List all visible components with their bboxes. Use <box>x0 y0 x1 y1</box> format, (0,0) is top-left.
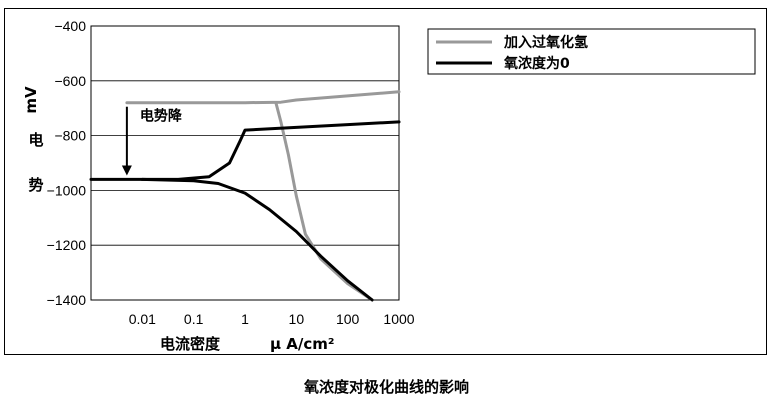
grid-lines <box>91 25 399 301</box>
figure-frame <box>4 8 767 355</box>
potential-drop-annotation: 电势降 <box>121 106 183 176</box>
y-tick-label: −1400 <box>47 292 87 308</box>
y-tick-label: −600 <box>54 73 86 89</box>
y-tick-label: −1000 <box>47 182 87 198</box>
x-tick-label: 100 <box>336 311 360 327</box>
arrow-head-icon <box>121 165 132 176</box>
series-0-branch-1-line <box>274 101 374 302</box>
y-axis-char-2: 势 <box>28 176 43 194</box>
polarization-chart: −400 −600 −800 −1000 −1200 −1400 0.01 0.1 1 10 10… <box>22 18 756 353</box>
x-axis-label: 电流密度 <box>160 335 221 353</box>
y-tick-label: −400 <box>54 18 86 34</box>
x-tick-label: 1 <box>241 311 249 327</box>
y-axis-unit: mV <box>22 86 40 114</box>
x-axis-unit: μ A/cm² <box>270 335 334 353</box>
legend-label-hydrogen-peroxide: 加入过氧化氢 <box>503 34 588 51</box>
x-tick-labels: 0.01 0.1 1 10 100 1000 <box>129 311 415 327</box>
figure-caption: 氧浓度对极化曲线的影响 <box>303 378 469 396</box>
x-tick-label: 0.1 <box>184 311 204 327</box>
y-tick-label: −800 <box>54 128 86 144</box>
x-tick-label: 1000 <box>383 311 414 327</box>
legend-box <box>427 28 756 75</box>
series-1-branch-1-line <box>140 177 374 302</box>
series-0-branch-0-line <box>125 90 401 105</box>
plot-area-frame <box>90 25 400 301</box>
x-tick-label: 10 <box>289 311 305 327</box>
y-tick-labels: −400 −600 −800 −1000 −1200 −1400 <box>47 18 87 308</box>
series-layer <box>89 90 401 302</box>
y-axis-char-1: 电 <box>28 131 43 149</box>
series-1-branch-0-line <box>89 120 401 181</box>
legend-label-zero-oxygen: 氧浓度为0 <box>503 55 570 72</box>
potential-drop-label: 电势降 <box>140 108 183 125</box>
legend: 加入过氧化氢 氧浓度为0 <box>427 28 756 75</box>
x-tick-label: 0.01 <box>129 311 156 327</box>
y-tick-label: −1200 <box>47 237 87 253</box>
